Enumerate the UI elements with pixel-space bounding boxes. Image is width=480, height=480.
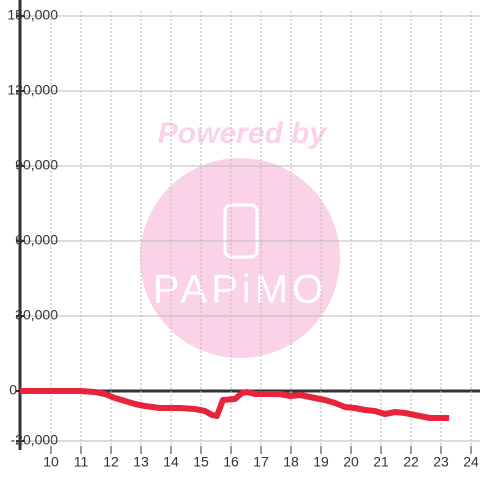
y-tick-label: 0 [9, 382, 17, 398]
x-tick-label: 13 [133, 454, 149, 470]
data-line [20, 388, 450, 421]
x-tick-label: 10 [43, 454, 59, 470]
x-tick-label: 17 [253, 454, 269, 470]
y-tick-label: -20,000 [11, 432, 59, 448]
x-tick-label: 16 [223, 454, 239, 470]
x-tick-label: 11 [74, 454, 89, 470]
watermark-text: Powered by [158, 117, 328, 150]
x-tick-label: 12 [103, 454, 119, 470]
x-tick-label: 14 [163, 454, 179, 470]
x-tick-label: 20 [343, 454, 359, 470]
x-tick-label: 15 [193, 454, 209, 470]
watermark-icon [223, 203, 259, 259]
x-tick-label: 18 [283, 454, 299, 470]
y-tick-label: 90,000 [15, 157, 58, 173]
x-tick-label: 19 [313, 454, 329, 470]
y-tick-label: 30,000 [15, 307, 58, 323]
x-tick-label: 23 [433, 454, 449, 470]
watermark-logo: PAPiMO [153, 268, 327, 312]
y-tick-label: 60,000 [15, 232, 58, 248]
x-tick-label: 21 [373, 454, 389, 470]
x-tick-label: 24 [463, 454, 479, 470]
x-tick-label: 22 [403, 454, 419, 470]
